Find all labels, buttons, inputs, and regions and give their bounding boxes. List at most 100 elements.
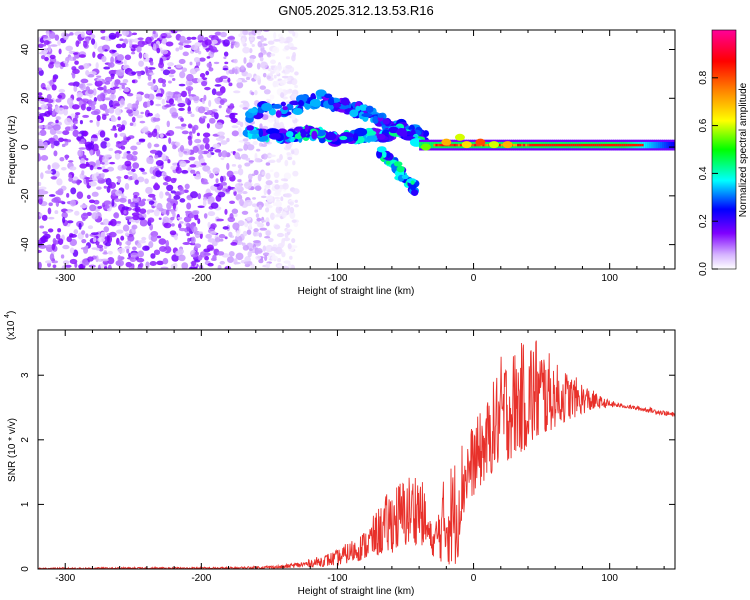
line-core	[437, 143, 441, 147]
noise-cell	[202, 137, 210, 144]
noise-cell	[132, 151, 138, 156]
branch-cell	[410, 180, 415, 185]
noise-cell	[137, 40, 145, 48]
noise-cell	[233, 258, 238, 265]
noise-cell	[54, 60, 61, 68]
noise-cell	[194, 231, 201, 239]
noise-cell	[74, 210, 80, 216]
noise-cell	[115, 31, 120, 38]
noise-cell	[233, 90, 241, 94]
noise-cell	[273, 196, 281, 200]
noise-cell	[184, 183, 190, 190]
noise-cell	[266, 51, 272, 58]
noise-cell	[171, 254, 180, 262]
noise-cell	[273, 171, 280, 179]
noise-cell	[165, 132, 171, 136]
noise-cell	[132, 109, 140, 117]
noise-cell	[171, 112, 179, 119]
noise-cell	[46, 84, 51, 91]
noise-cell	[252, 231, 260, 237]
line-core	[543, 143, 547, 147]
noise-cell	[162, 83, 167, 88]
noise-cell	[287, 262, 292, 269]
noise-cell	[53, 140, 60, 146]
noise-cell	[130, 103, 139, 111]
line-blob	[461, 141, 472, 149]
noise-cell	[167, 159, 171, 164]
noise-cell	[185, 210, 190, 214]
noise-cell	[175, 64, 183, 69]
noise-cell	[294, 199, 298, 204]
noise-cell	[226, 162, 230, 171]
noise-cell	[90, 100, 97, 106]
noise-cell	[140, 111, 144, 115]
noise-cell	[38, 140, 44, 148]
noise-cell	[141, 127, 149, 133]
noise-cell	[102, 251, 108, 255]
noise-cell	[219, 31, 227, 38]
noise-cell	[265, 230, 271, 237]
noise-cell	[120, 98, 125, 105]
noise-cell	[263, 188, 267, 196]
line-core	[613, 143, 617, 147]
line-mid	[660, 141, 664, 149]
noise-cell	[139, 208, 147, 214]
line-mid	[419, 141, 423, 149]
y-tick-label-4: 40	[20, 44, 31, 56]
noise-cell	[155, 160, 164, 167]
noise-cell	[168, 193, 172, 201]
noise-cell	[38, 195, 43, 199]
noise-cell	[114, 152, 121, 160]
noise-cell	[285, 56, 291, 60]
noise-cell	[216, 251, 225, 256]
noise-cell	[138, 52, 143, 59]
noise-cell	[103, 85, 107, 91]
noise-cell	[71, 180, 78, 184]
noise-cell	[118, 241, 122, 246]
noise-cell	[43, 141, 48, 149]
noise-cell	[61, 166, 67, 171]
noise-cell	[132, 196, 140, 203]
noise-cell	[39, 225, 45, 229]
line-mid	[670, 141, 674, 149]
noise-cell	[186, 73, 194, 82]
noise-cell	[83, 246, 89, 254]
branch-cell	[280, 101, 286, 107]
noise-cell	[160, 67, 165, 72]
noise-cell	[131, 79, 136, 84]
noise-cell	[186, 202, 192, 210]
noise-cell	[111, 49, 117, 53]
noise-cell	[132, 32, 138, 36]
noise-cell	[206, 56, 211, 59]
snr-ylabel: SNR (10 * v/v)	[7, 418, 18, 482]
noise-cell	[197, 218, 201, 225]
noise-cell	[242, 30, 248, 36]
noise-cell	[50, 168, 57, 175]
noise-cell	[212, 143, 221, 149]
noise-cell	[280, 240, 285, 247]
y-tick-label-1: 1	[20, 501, 31, 507]
noise-cell	[165, 240, 170, 248]
noise-cell	[131, 212, 140, 217]
noise-cell	[116, 54, 125, 62]
noise-cell	[66, 139, 72, 143]
noise-cell	[97, 206, 103, 209]
noise-cell	[240, 100, 249, 104]
branch-cell	[325, 132, 337, 141]
noise-cell	[83, 62, 90, 69]
noise-cell	[81, 98, 90, 102]
noise-cell	[81, 230, 86, 235]
line-core	[590, 143, 594, 147]
noise-cell	[279, 79, 287, 86]
noise-cell	[166, 184, 174, 192]
noise-cell	[247, 173, 253, 180]
noise-cell	[126, 150, 131, 154]
noise-cell	[192, 95, 200, 101]
noise-cell	[251, 44, 255, 48]
noise-cell	[273, 122, 281, 129]
line-core	[578, 143, 582, 147]
noise-cell	[101, 114, 107, 121]
noise-cell	[108, 99, 114, 108]
noise-cell	[38, 244, 47, 249]
noise-cell	[101, 161, 105, 165]
